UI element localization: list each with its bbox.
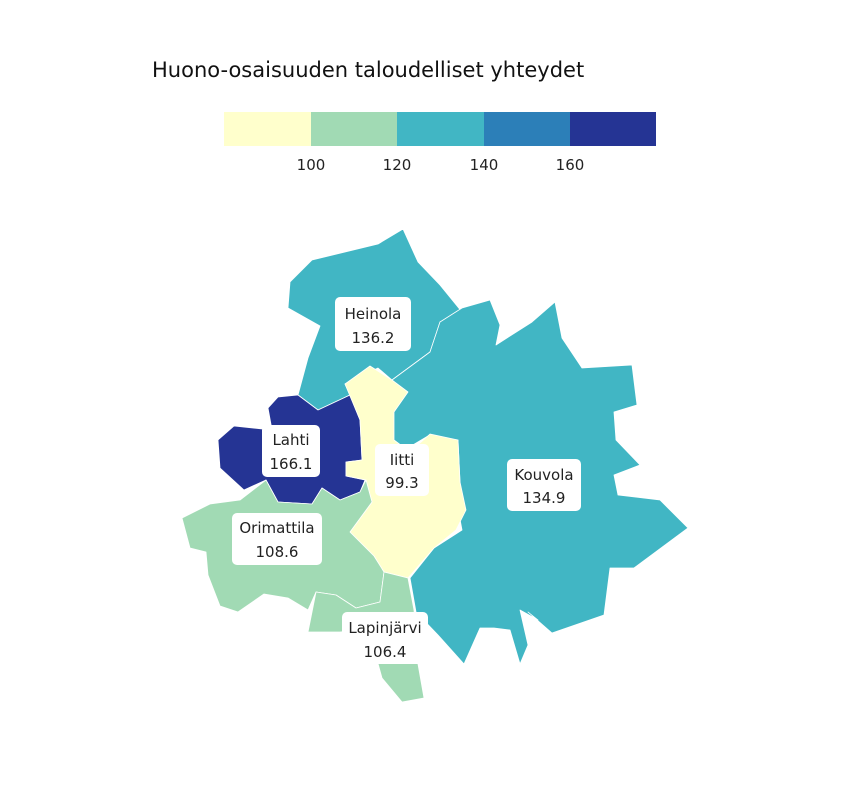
legend-tick-1: 120 <box>383 156 412 174</box>
region-value-orimattila: 108.6 <box>256 543 299 561</box>
label-lapinjarvi: Lapinjärvi 106.4 <box>342 612 428 664</box>
legend: 100 120 140 160 <box>224 112 656 174</box>
legend-bin-3 <box>484 112 570 146</box>
legend-tick-3: 160 <box>556 156 585 174</box>
label-box-heinola <box>335 297 411 351</box>
label-box-lapinjarvi <box>342 612 428 664</box>
label-iitti: Iitti 99.3 <box>375 444 429 496</box>
legend-bin-1 <box>311 112 397 146</box>
legend-tick-2: 140 <box>470 156 499 174</box>
label-box-iitti <box>375 444 429 496</box>
region-value-lapinjarvi: 106.4 <box>364 643 407 661</box>
region-lapinjarvi <box>307 571 425 703</box>
legend-bin-0 <box>224 112 311 146</box>
label-heinola: Heinola 136.2 <box>335 297 411 351</box>
label-lahti: Lahti 166.1 <box>262 425 320 477</box>
legend-tick-0: 100 <box>297 156 326 174</box>
region-labels: Heinola 136.2 Kouvola 134.9 Lahti 166.1 … <box>232 297 581 664</box>
region-value-kouvola: 134.9 <box>523 489 566 507</box>
label-box-orimattila <box>232 513 322 565</box>
region-value-iitti: 99.3 <box>385 474 418 492</box>
region-name-heinola: Heinola <box>345 305 402 323</box>
region-name-orimattila: Orimattila <box>239 519 314 537</box>
region-name-iitti: Iitti <box>390 451 415 469</box>
legend-bin-4 <box>570 112 656 146</box>
legend-bin-2 <box>397 112 484 146</box>
regions <box>181 228 689 703</box>
label-orimattila: Orimattila 108.6 <box>232 513 322 565</box>
region-name-lahti: Lahti <box>272 431 309 449</box>
region-value-heinola: 136.2 <box>352 329 395 347</box>
label-box-kouvola <box>507 459 581 511</box>
region-value-lahti: 166.1 <box>270 455 313 473</box>
map-title: Huono-osaisuuden taloudelliset yhteydet <box>152 58 584 82</box>
label-box-lahti <box>262 425 320 477</box>
label-kouvola: Kouvola 134.9 <box>507 459 581 511</box>
region-name-kouvola: Kouvola <box>514 466 573 484</box>
region-name-lapinjarvi: Lapinjärvi <box>348 619 421 637</box>
